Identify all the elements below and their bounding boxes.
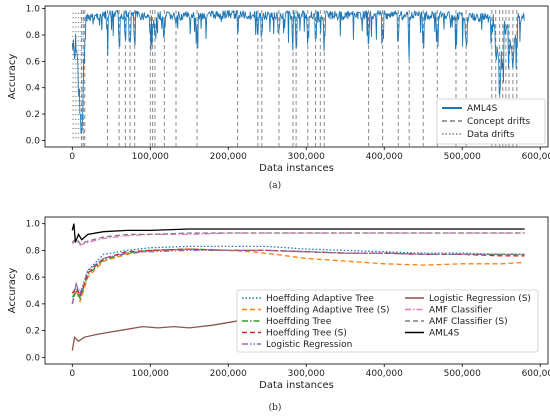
chart-b-ytick-label: 1.0	[26, 220, 41, 230]
chart-b-plot-frame	[44, 216, 549, 365]
chart-a-xtick-label: 600,000	[522, 152, 550, 162]
legend-b-label: Hoeffding Tree	[266, 317, 332, 327]
chart-a-ytick-label: 0.8	[26, 31, 41, 41]
legend-a-label: Data drifts	[467, 130, 515, 140]
chart-a: 0 100,000 200,000 300,000 400,000 500,000 600,…	[7, 5, 550, 191]
series-amf-classifier-s-line	[71, 232, 525, 245]
legend-b-label: Logistic Regression (S)	[429, 294, 531, 304]
chart-b-ytick-label: 0.4	[26, 300, 41, 310]
chart-a-xtick-label: 100,000	[132, 152, 169, 162]
chart-b-xtick-label: 400,000	[366, 369, 403, 379]
legend-b-label: AMF Classifier	[429, 306, 492, 316]
chart-b-xtick-label: 500,000	[444, 369, 481, 379]
series-aml4s-line	[71, 223, 525, 243]
chart-a-xtick-label: 200,000	[210, 152, 247, 162]
chart-a-legend-box	[436, 98, 546, 145]
chart-a-ytick-label: 0.2	[26, 110, 40, 120]
chart-a-legend: AML4S Concept drifts Data drifts	[436, 98, 546, 145]
chart-a-ytick-label: 0.0	[26, 136, 41, 146]
chart-b-ytick-label: 0.6	[26, 273, 41, 283]
chart-a-caption: (a)	[269, 180, 281, 191]
chart-a-xlabel: Data instances	[259, 163, 334, 174]
chart-a-ytick-label: 0.4	[26, 84, 41, 94]
chart-b-xtick-label: 0	[69, 369, 75, 379]
chart-b-legend-box	[236, 289, 539, 353]
chart-b-caption: (b)	[269, 402, 282, 413]
legend-b-label: AML4S	[429, 329, 460, 339]
chart-a-xtick-label: 400,000	[366, 152, 403, 162]
chart-a-ylabel: Accuracy	[7, 54, 18, 100]
chart-a-xtick-label: 0	[69, 152, 75, 162]
chart-a-ytick-label: 1.0	[26, 5, 41, 15]
chart-b-ytick-label: 0.2	[26, 327, 40, 337]
chart-b-xtick-label: 200,000	[210, 369, 247, 379]
series-hoeffding-tree-s-line	[71, 248, 525, 298]
legend-b-label: Hoeffding Adaptive Tree	[266, 294, 374, 304]
chart-b-xtick-label: 300,000	[288, 369, 325, 379]
chart-b-legend: Hoeffding Adaptive Tree Hoeffding Adaptiv…	[236, 289, 539, 353]
chart-b-ytick-label: 0.0	[26, 353, 41, 363]
chart-b: 0 100,000 200,000 300,000 400,000 500,000 600,…	[7, 216, 550, 413]
legend-b-label: Hoeffding Tree (S)	[266, 329, 347, 339]
legend-b-label: AMF Classifier (S)	[429, 317, 508, 327]
chart-b-xlabel: Data instances	[259, 380, 334, 391]
series-logistic-regression-line	[71, 249, 525, 305]
chart-a-plot-area	[71, 8, 525, 147]
legend-b-label: Hoeffding Adaptive Tree (S)	[266, 306, 390, 316]
chart-b-xtick-label: 100,000	[132, 369, 169, 379]
chart-a-xtick-label: 500,000	[444, 152, 481, 162]
chart-a-xtick-label: 300,000	[288, 152, 325, 162]
chart-b-ytick-label: 0.8	[26, 246, 41, 256]
series-aml4s-line	[71, 9, 525, 134]
legend-a-label: AML4S	[467, 104, 498, 114]
chart-b-xtick-label: 600,000	[522, 369, 550, 379]
legend-b-label: Logistic Regression	[266, 340, 352, 350]
chart-a-ytick-label: 0.6	[26, 57, 41, 67]
chart-b-ylabel: Accuracy	[7, 268, 18, 314]
legend-a-label: Concept drifts	[467, 117, 531, 127]
